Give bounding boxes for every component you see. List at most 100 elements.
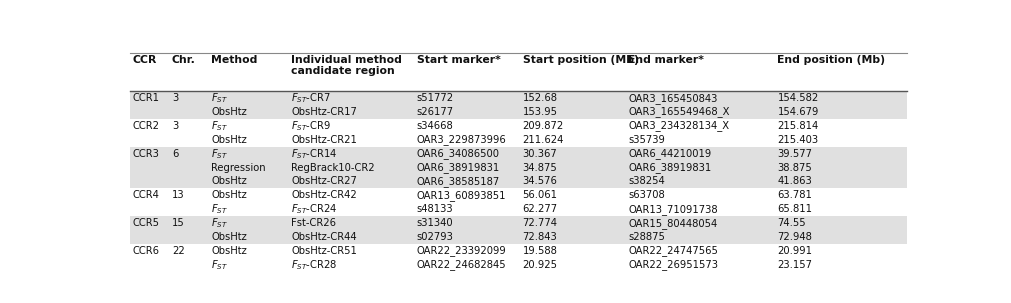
Bar <box>130 175 906 188</box>
Text: 209.872: 209.872 <box>522 121 563 131</box>
Text: OAR6_38585187: OAR6_38585187 <box>417 176 499 187</box>
Text: 23.157: 23.157 <box>776 260 812 270</box>
Text: 38.875: 38.875 <box>776 162 812 172</box>
Bar <box>130 216 906 230</box>
Text: OAR13_71091738: OAR13_71091738 <box>628 204 718 215</box>
Text: RegBrack10-CR2: RegBrack10-CR2 <box>291 162 374 172</box>
Text: 72.948: 72.948 <box>776 232 812 242</box>
Text: s26177: s26177 <box>417 107 453 117</box>
Text: $\mathit{F}_{ST}$: $\mathit{F}_{ST}$ <box>211 147 227 161</box>
Text: CCR5: CCR5 <box>132 218 160 228</box>
Bar <box>130 161 906 175</box>
Text: 62.277: 62.277 <box>522 204 557 214</box>
Bar <box>130 91 906 105</box>
Text: 65.811: 65.811 <box>776 204 812 214</box>
Text: 56.061: 56.061 <box>522 190 557 200</box>
Text: CCR4: CCR4 <box>132 190 160 200</box>
Text: 6: 6 <box>172 149 178 159</box>
Text: 152.68: 152.68 <box>522 93 557 103</box>
Text: 154.679: 154.679 <box>776 107 818 117</box>
Text: 41.863: 41.863 <box>776 176 812 186</box>
Text: ObsHtz: ObsHtz <box>211 246 247 256</box>
Text: 13: 13 <box>172 190 184 200</box>
Text: $\mathit{F}_{ST}$: $\mathit{F}_{ST}$ <box>211 119 227 133</box>
Text: 215.814: 215.814 <box>776 121 818 131</box>
Text: $\mathit{F}_{ST}$: $\mathit{F}_{ST}$ <box>211 202 227 216</box>
Text: ObsHtz-CR42: ObsHtz-CR42 <box>291 190 357 200</box>
Text: OAR6_44210019: OAR6_44210019 <box>628 148 711 159</box>
Text: OAR3_229873996: OAR3_229873996 <box>417 134 506 145</box>
Text: $\mathit{F}_{ST}$-CR14: $\mathit{F}_{ST}$-CR14 <box>291 147 338 161</box>
Text: ObsHtz: ObsHtz <box>211 135 247 145</box>
Text: 72.774: 72.774 <box>522 218 557 228</box>
Text: 63.781: 63.781 <box>776 190 812 200</box>
Text: $\mathit{F}_{ST}$-CR9: $\mathit{F}_{ST}$-CR9 <box>291 119 331 133</box>
Text: ObsHtz-CR17: ObsHtz-CR17 <box>291 107 357 117</box>
Text: 34.576: 34.576 <box>522 176 557 186</box>
Bar <box>130 147 906 161</box>
Text: $\mathit{F}_{ST}$: $\mathit{F}_{ST}$ <box>211 91 227 105</box>
Text: 153.95: 153.95 <box>522 107 557 117</box>
Text: OAR22_23392099: OAR22_23392099 <box>417 245 506 256</box>
Text: $\mathit{F}_{ST}$-CR28: $\mathit{F}_{ST}$-CR28 <box>291 258 337 271</box>
Text: End marker*: End marker* <box>628 55 704 65</box>
Text: 3: 3 <box>172 93 178 103</box>
Text: Regression: Regression <box>211 162 266 172</box>
Text: CCR1: CCR1 <box>132 93 160 103</box>
Text: OAR15_80448054: OAR15_80448054 <box>628 218 717 228</box>
Text: CCR3: CCR3 <box>132 149 160 159</box>
Text: End position (Mb): End position (Mb) <box>776 55 885 65</box>
Bar <box>130 230 906 244</box>
Text: s28875: s28875 <box>628 232 664 242</box>
Text: CCR2: CCR2 <box>132 121 160 131</box>
Text: Fst-CR26: Fst-CR26 <box>291 218 336 228</box>
Text: Individual method
candidate region: Individual method candidate region <box>291 55 401 76</box>
Text: 30.367: 30.367 <box>522 149 557 159</box>
Text: CCR6: CCR6 <box>132 246 160 256</box>
Text: ObsHtz-CR21: ObsHtz-CR21 <box>291 135 357 145</box>
Text: 74.55: 74.55 <box>776 218 806 228</box>
Text: s63708: s63708 <box>628 190 664 200</box>
Text: s35739: s35739 <box>628 135 664 145</box>
Text: OAR22_24682845: OAR22_24682845 <box>417 259 506 270</box>
Text: ObsHtz-CR27: ObsHtz-CR27 <box>291 176 357 186</box>
Text: Start position (Mb): Start position (Mb) <box>522 55 638 65</box>
Text: $\mathit{F}_{ST}$-CR24: $\mathit{F}_{ST}$-CR24 <box>291 202 338 216</box>
Text: OAR6_38919831: OAR6_38919831 <box>417 162 499 173</box>
Text: ObsHtz: ObsHtz <box>211 107 247 117</box>
Text: $\mathit{F}_{ST}$: $\mathit{F}_{ST}$ <box>211 258 227 271</box>
Text: ObsHtz: ObsHtz <box>211 176 247 186</box>
Text: 215.403: 215.403 <box>776 135 818 145</box>
Text: 34.875: 34.875 <box>522 162 557 172</box>
Text: s48133: s48133 <box>417 204 453 214</box>
Text: 211.624: 211.624 <box>522 135 563 145</box>
Text: s02793: s02793 <box>417 232 453 242</box>
Text: OAR22_24747565: OAR22_24747565 <box>628 245 718 256</box>
Text: OAR13_60893851: OAR13_60893851 <box>417 190 506 201</box>
Text: 39.577: 39.577 <box>776 149 812 159</box>
Text: OAR6_34086500: OAR6_34086500 <box>417 148 499 159</box>
Bar <box>130 105 906 119</box>
Text: s51772: s51772 <box>417 93 453 103</box>
Text: s31340: s31340 <box>417 218 453 228</box>
Text: OAR3_234328134_X: OAR3_234328134_X <box>628 120 729 131</box>
Text: 22: 22 <box>172 246 185 256</box>
Text: OAR22_26951573: OAR22_26951573 <box>628 259 718 270</box>
Text: Method: Method <box>211 55 258 65</box>
Text: 19.588: 19.588 <box>522 246 557 256</box>
Text: ObsHtz: ObsHtz <box>211 232 247 242</box>
Text: ObsHtz-CR44: ObsHtz-CR44 <box>291 232 357 242</box>
Text: OAR3_165549468_X: OAR3_165549468_X <box>628 107 729 118</box>
Text: 3: 3 <box>172 121 178 131</box>
Text: OAR6_38919831: OAR6_38919831 <box>628 162 711 173</box>
Text: ObsHtz-CR51: ObsHtz-CR51 <box>291 246 357 256</box>
Text: CCR: CCR <box>132 55 157 65</box>
Text: 20.991: 20.991 <box>776 246 812 256</box>
Text: s38254: s38254 <box>628 176 664 186</box>
Text: ObsHtz: ObsHtz <box>211 190 247 200</box>
Text: Chr.: Chr. <box>172 55 196 65</box>
Text: Start marker*: Start marker* <box>417 55 500 65</box>
Text: 20.925: 20.925 <box>522 260 557 270</box>
Text: s34668: s34668 <box>417 121 453 131</box>
Text: $\mathit{F}_{ST}$-CR7: $\mathit{F}_{ST}$-CR7 <box>291 91 331 105</box>
